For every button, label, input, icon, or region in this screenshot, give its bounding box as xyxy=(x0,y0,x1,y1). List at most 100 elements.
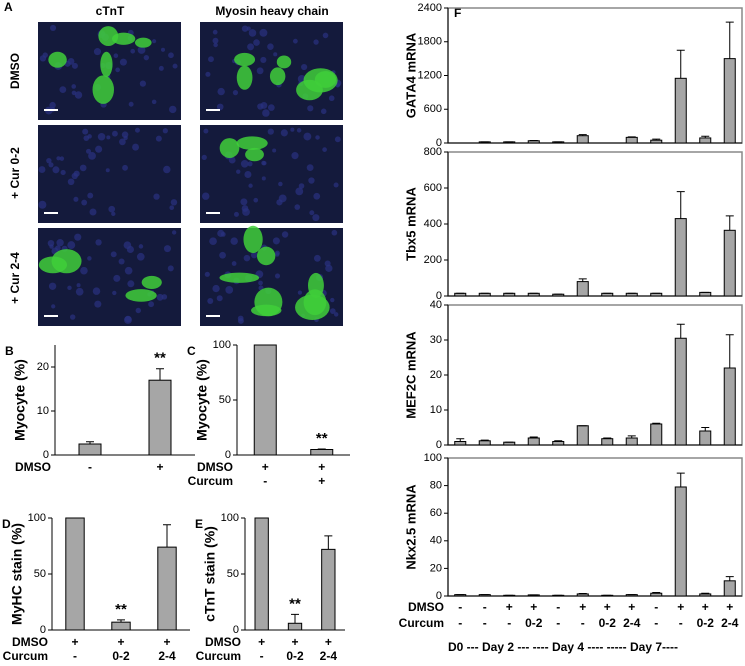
nucleus xyxy=(322,147,327,152)
nucleus xyxy=(253,39,260,46)
y-axis-label: Nkx2.5 mRNA xyxy=(403,484,418,570)
row-label: - xyxy=(263,474,267,488)
bar xyxy=(254,345,276,455)
bar xyxy=(724,230,735,296)
nucleus xyxy=(281,129,288,136)
bar xyxy=(700,138,711,143)
nucleus xyxy=(230,237,237,244)
nucleus xyxy=(81,200,87,206)
nucleus xyxy=(276,199,282,205)
nucleus xyxy=(80,165,87,172)
nucleus xyxy=(135,128,140,133)
row-label: 2-4 xyxy=(320,649,338,661)
stain xyxy=(296,80,323,101)
nucleus xyxy=(87,193,93,199)
y-tick-label: 40 xyxy=(430,299,442,311)
bar xyxy=(149,380,171,455)
y-tick-label: 50 xyxy=(34,568,46,580)
nucleus xyxy=(80,267,88,275)
nucleus xyxy=(253,198,258,203)
nucleus xyxy=(98,133,106,141)
y-tick-label: 200 xyxy=(424,254,442,266)
nucleus xyxy=(95,239,101,245)
y-tick-label: 10 xyxy=(430,404,442,416)
bar xyxy=(322,549,335,630)
nucleus xyxy=(148,301,154,307)
nucleus xyxy=(240,198,247,205)
nucleus xyxy=(82,129,88,135)
nucleus xyxy=(208,56,214,62)
y-tick-label: 800 xyxy=(424,146,442,158)
nucleus xyxy=(261,161,266,166)
nucleus xyxy=(137,253,145,261)
stain xyxy=(100,52,112,77)
nucleus xyxy=(119,258,125,264)
nucleus xyxy=(221,232,226,237)
nucleus xyxy=(257,103,263,109)
stain xyxy=(237,66,253,90)
error-bar xyxy=(677,473,685,487)
error-bar xyxy=(677,50,685,78)
stain xyxy=(234,53,255,66)
nucleus xyxy=(113,275,120,282)
stain xyxy=(219,273,259,283)
nucleus xyxy=(88,152,96,160)
nucleus xyxy=(334,183,339,188)
row-label: 0-2 xyxy=(525,616,543,630)
nucleus xyxy=(111,251,117,257)
nucleus xyxy=(247,26,251,30)
bar xyxy=(158,547,176,630)
nucleus xyxy=(291,152,298,159)
y-tick-label: 60 xyxy=(430,507,442,519)
bar xyxy=(700,292,711,296)
y-tick-label: 1800 xyxy=(418,36,442,48)
nucleus xyxy=(168,52,174,58)
nucleus xyxy=(307,105,313,111)
bar xyxy=(577,282,588,296)
stain xyxy=(220,138,240,158)
nucleus xyxy=(325,260,331,266)
nucleus xyxy=(73,197,78,202)
y-tick-label: 0 xyxy=(436,439,442,451)
error-bar xyxy=(726,22,734,59)
y-tick-label: 20 xyxy=(37,361,49,373)
nucleus xyxy=(301,64,307,70)
panel-letter: A xyxy=(4,0,13,14)
nucleus xyxy=(87,256,91,260)
y-axis-label: Tbx5 mRNA xyxy=(403,187,418,261)
nucleus xyxy=(112,291,116,295)
error-bar xyxy=(163,525,171,547)
row-name: DMSO xyxy=(197,460,233,474)
stain xyxy=(251,305,281,316)
row-label: 0-2 xyxy=(286,649,304,661)
nucleus xyxy=(308,177,314,183)
nucleus xyxy=(139,244,144,249)
nucleus xyxy=(262,176,266,180)
error-bar xyxy=(726,216,734,230)
nucleus xyxy=(205,72,210,77)
error-bar xyxy=(677,324,685,338)
nucleus xyxy=(335,136,341,142)
nucleus xyxy=(207,298,213,304)
nucleus xyxy=(136,308,141,313)
row-label: + xyxy=(291,635,298,649)
y-tick-label: 1200 xyxy=(418,69,442,81)
nucleus xyxy=(217,295,223,301)
nucleus xyxy=(323,33,329,39)
row-name: Curcum xyxy=(188,474,233,488)
y-tick-label: 80 xyxy=(430,480,442,492)
bar xyxy=(288,623,301,630)
nucleus xyxy=(48,162,53,167)
nucleus xyxy=(244,255,250,261)
nucleus xyxy=(50,25,56,31)
footer: D0 --- Day 2 --- ---- Day 4 ---- ----- D… xyxy=(448,640,678,654)
nucleus xyxy=(275,273,280,278)
nucleus xyxy=(106,168,110,172)
bar xyxy=(577,594,588,596)
row-label: - xyxy=(679,616,683,630)
nucleus xyxy=(129,102,134,107)
row-label: - xyxy=(260,649,264,661)
nucleus xyxy=(248,184,252,188)
stain xyxy=(308,273,324,298)
y-axis-label: MyHC stain (%) xyxy=(9,523,25,625)
